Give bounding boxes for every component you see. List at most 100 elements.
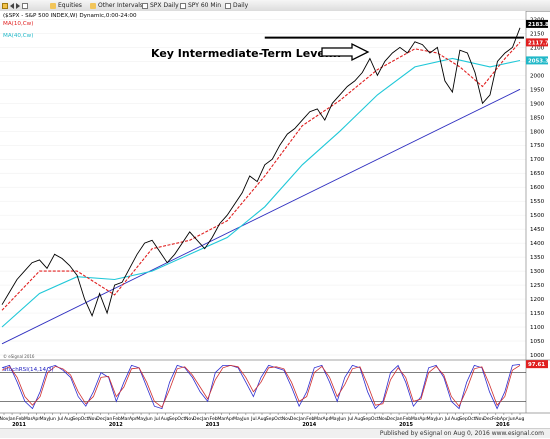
x-tick-label: Oct [371, 416, 379, 422]
y-tick-label: 1650 [530, 171, 545, 177]
last-ma10-tag: 2117.77 [528, 40, 550, 46]
oscillator-panel: 97.61 [0, 359, 550, 410]
x-tick-label: Dec [290, 416, 299, 422]
oscillator-title: StochRSI(14,14,3) [3, 367, 54, 373]
y-tick-label: 1100 [530, 325, 545, 331]
chart-window-icon [225, 2, 231, 9]
x-tick-label: Mar [24, 416, 33, 422]
toolbar-nav [2, 0, 28, 11]
price-axis: 2200215021002050200019501900185018001750… [525, 11, 550, 413]
x-tick-label: Oct [177, 416, 185, 422]
chart-window-icon [142, 2, 148, 9]
toolbar-item-label: Other Intervals [98, 2, 144, 9]
x-tick-label: Aug [258, 416, 267, 422]
x-tick-label: Jun [145, 416, 153, 422]
key-level-annotation: Key Intermediate-Term Level... [151, 47, 341, 60]
y-tick-label: 2000 [530, 73, 545, 79]
chart-title: ($SPX - S&P 500 INDEX,W) Dynamic,0:00-24… [3, 13, 137, 19]
x-tick-label: Apr [419, 416, 427, 422]
x-tick-label: Apr [129, 416, 137, 422]
x-tick-label: Jun [338, 416, 346, 422]
x-tick-label: Jan [8, 416, 16, 422]
x-tick-label: Mar [121, 416, 130, 422]
x-year-label: 2012 [109, 422, 123, 428]
x-tick-label: Jan [395, 416, 403, 422]
x-tick-label: Feb [403, 416, 411, 422]
toolbar-item-daily[interactable]: Daily [225, 0, 248, 11]
x-tick-label: Dec [483, 416, 492, 422]
x-tick-label: Aug [516, 416, 525, 422]
x-tick-label: Feb [210, 416, 218, 422]
y-tick-label: 1750 [530, 143, 545, 149]
y-tick-label: 1700 [530, 157, 545, 163]
x-tick-label: Mar [411, 416, 420, 422]
y-tick-label: 1000 [530, 353, 545, 359]
x-tick-label: Jun [435, 416, 443, 422]
osc-line-d [1, 364, 521, 408]
x-tick-label: May [136, 416, 146, 422]
x-tick-label: Aug [161, 416, 170, 422]
x-tick-label: May [427, 416, 437, 422]
lock-icon[interactable] [22, 2, 28, 9]
x-tick-label: Nov [475, 416, 484, 422]
forward-arrow-icon[interactable] [16, 2, 20, 9]
toolbar-item-spy-60min[interactable]: SPY 60 Min [180, 0, 221, 11]
trendline [1, 88, 521, 345]
x-year-label: 2011 [12, 422, 26, 428]
x-tick-label: Jan [201, 416, 209, 422]
x-tick-label: Jul [57, 416, 64, 422]
x-tick-label: Jun [48, 416, 56, 422]
x-tick-label: Jun [507, 416, 515, 422]
y-tick-label: 1350 [530, 255, 545, 261]
x-tick-label: Apr [323, 416, 331, 422]
toolbar-item-other-intervals[interactable]: Other Intervals [90, 0, 143, 11]
y-tick-label: 1450 [530, 227, 545, 233]
osc-last-tag-bg [526, 360, 548, 369]
x-tick-label: Dec [193, 416, 202, 422]
x-tick-label: Jul [250, 416, 257, 422]
x-tick-label: Nov [185, 416, 194, 422]
x-tick-label: May [40, 416, 50, 422]
x-year-label: 2016 [496, 422, 510, 428]
last-price-tag: 2183.87 [528, 22, 550, 28]
toolbar-item-spx-daily[interactable]: SPX Daily [142, 0, 179, 11]
back-arrow-icon[interactable] [10, 2, 14, 9]
x-tick-label: Apr [500, 416, 508, 422]
y-tick-label: 1850 [530, 115, 545, 121]
x-tick-label: Jul [153, 416, 160, 422]
x-tick-label: Mar [314, 416, 323, 422]
x-tick-label: Nov [378, 416, 387, 422]
toolbar-item-label: SPY 60 Min [188, 2, 222, 9]
x-tick-label: Nov [88, 416, 97, 422]
x-tick-label: Apr [226, 416, 234, 422]
toolbar-item-label: SPX Daily [150, 2, 179, 9]
x-tick-label: Sep [266, 416, 275, 422]
x-tick-label: Jan [104, 416, 112, 422]
grid-icon[interactable] [2, 2, 8, 9]
y-tick-label: 1300 [530, 269, 545, 275]
last-ma10-tag-bg [526, 38, 548, 47]
y-tick-label: 1550 [530, 199, 545, 205]
time-axis: Nov Jan Feb Mar Apr May Jun Jul Aug Sep Oct Nov Dec J… [0, 412, 550, 428]
x-tick-label: Nov [0, 416, 9, 422]
osc-last-tag: 97.61 [528, 362, 545, 368]
ma10-line [1, 41, 521, 311]
main-panel [1, 27, 524, 345]
ma40-line [1, 57, 521, 328]
x-tick-label: Sep [459, 416, 468, 422]
publish-footer: Published by eSignal on Aug 0, 2016 www.… [0, 428, 550, 438]
y-tick-label: 1900 [530, 101, 545, 107]
toolbar-item-equities[interactable]: Equities [50, 0, 82, 11]
x-tick-label: Oct [274, 416, 282, 422]
last-ma40-tag-bg [526, 56, 548, 65]
y-tick-label: 2150 [530, 31, 545, 37]
folder-icon [50, 2, 56, 9]
plot-background [0, 11, 526, 413]
chart-window-icon [180, 2, 186, 9]
x-tick-label: Feb [306, 416, 314, 422]
x-tick-label: Jul [444, 416, 451, 422]
y-tick-label: 1200 [530, 297, 545, 303]
y-tick-label: 2100 [530, 45, 545, 51]
x-year-label: 2013 [206, 422, 220, 428]
x-tick-label: Mar [217, 416, 226, 422]
